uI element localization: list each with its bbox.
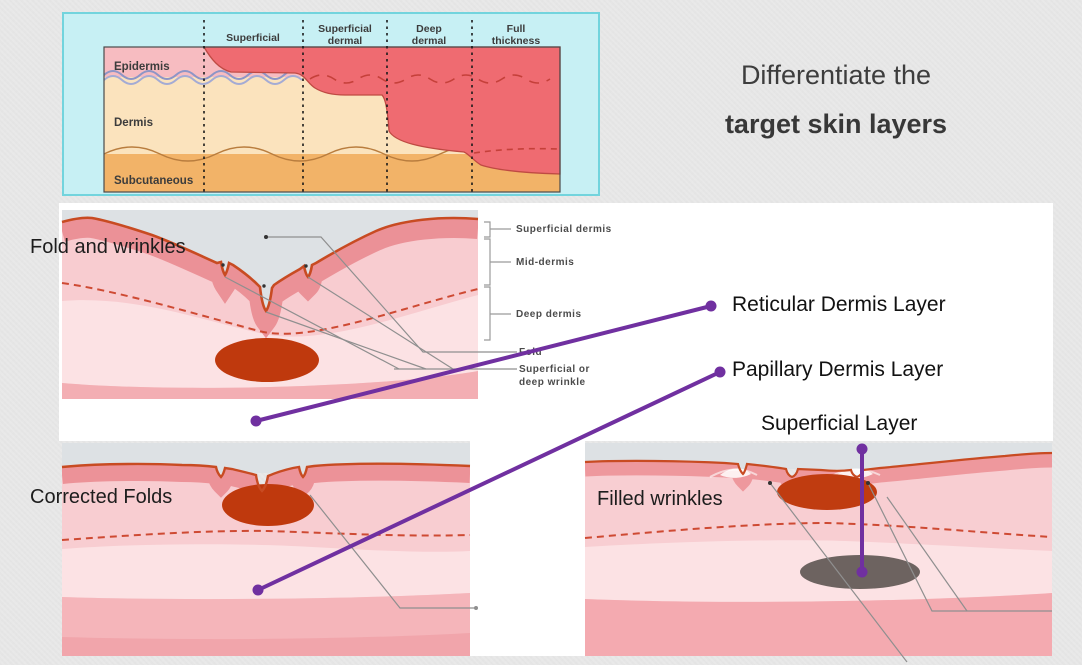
leader-dot (474, 606, 478, 610)
burn-depth-overlay (202, 46, 561, 175)
callout-reticular-dermis-layer: Reticular Dermis Layer (732, 293, 946, 316)
caption-filled-wrinkles: Filled wrinkles (597, 488, 723, 510)
basement-membrane-wavy-line (103, 70, 303, 85)
layer-label-dermis: Dermis (114, 117, 153, 129)
col-label-superficial-dermal-1: Superficial (318, 23, 372, 35)
filler-ellipse (777, 474, 877, 510)
slide-title-line2: target skin layers (724, 109, 948, 140)
label-wrinkle-1: Superficial or (519, 364, 590, 375)
deep-filler-gray-ellipse (800, 555, 920, 589)
corrected-folds-diagram (61, 443, 478, 656)
label-mid-dermis: Mid-dermis (516, 257, 574, 268)
burn-column-labels: Superficial Superficial dermal Deep derm… (226, 23, 540, 47)
filler-ellipse (222, 484, 314, 526)
col-label-superficial-dermal-2: dermal (328, 35, 363, 47)
layer-label-subcutaneous: Subcutaneous (114, 175, 193, 187)
skin-surface-line (584, 451, 1053, 479)
caption-fold-and-wrinkles: Fold and wrinkles (30, 236, 186, 258)
panel-gap (470, 441, 585, 656)
label-superficial-dermis: Superficial dermis (516, 224, 612, 235)
caption-corrected-folds: Corrected Folds (30, 486, 173, 508)
subcutaneous-junction-line (103, 146, 497, 162)
callout-superficial-layer: Superficial Layer (761, 412, 918, 435)
leader-dots (768, 481, 870, 485)
col-label-full-thickness-2: thickness (492, 35, 541, 47)
col-label-full-thickness-1: Full (507, 23, 526, 35)
burn-chart-frame (103, 46, 561, 193)
fold-diagram-panel: Superficial dermis Mid-dermis Deep dermi… (59, 203, 1053, 441)
col-label-deep-dermal-1: Deep (416, 23, 442, 35)
label-deep-dermis: Deep dermis (516, 309, 582, 320)
depth-brackets (484, 221, 511, 341)
deep-filler-ellipse (215, 338, 319, 382)
destroyed-membrane-dashed-line (309, 74, 551, 84)
leader-lines (769, 482, 1052, 663)
slide-title: Differentiate the target skin layers (676, 58, 996, 142)
slide-title-line1: Differentiate the (740, 60, 932, 90)
burn-depth-panel: Superficial Superficial dermal Deep derm… (62, 12, 600, 196)
label-wrinkle-2: deep wrinkle (519, 377, 586, 388)
label-fold: Fold (519, 347, 542, 358)
col-label-superficial: Superficial (226, 32, 280, 44)
col-label-deep-dermal-2: dermal (412, 35, 447, 47)
fold-diagram: Superficial dermis Mid-dermis Deep dermi… (61, 210, 612, 399)
callout-papillary-dermis-layer: Papillary Dermis Layer (732, 358, 944, 381)
column-divider-dotted-lines (203, 20, 473, 192)
leader-dots (221, 235, 308, 288)
filled-wrinkles-diagram (584, 443, 1053, 663)
depth-labels: Superficial dermis Mid-dermis Deep dermi… (516, 224, 612, 388)
layer-label-epidermis: Epidermis (114, 61, 170, 73)
burn-depth-chart: Superficial Superficial dermal Deep derm… (103, 20, 561, 193)
burn-layer-labels: Epidermis Dermis Subcutaneous (114, 61, 193, 187)
